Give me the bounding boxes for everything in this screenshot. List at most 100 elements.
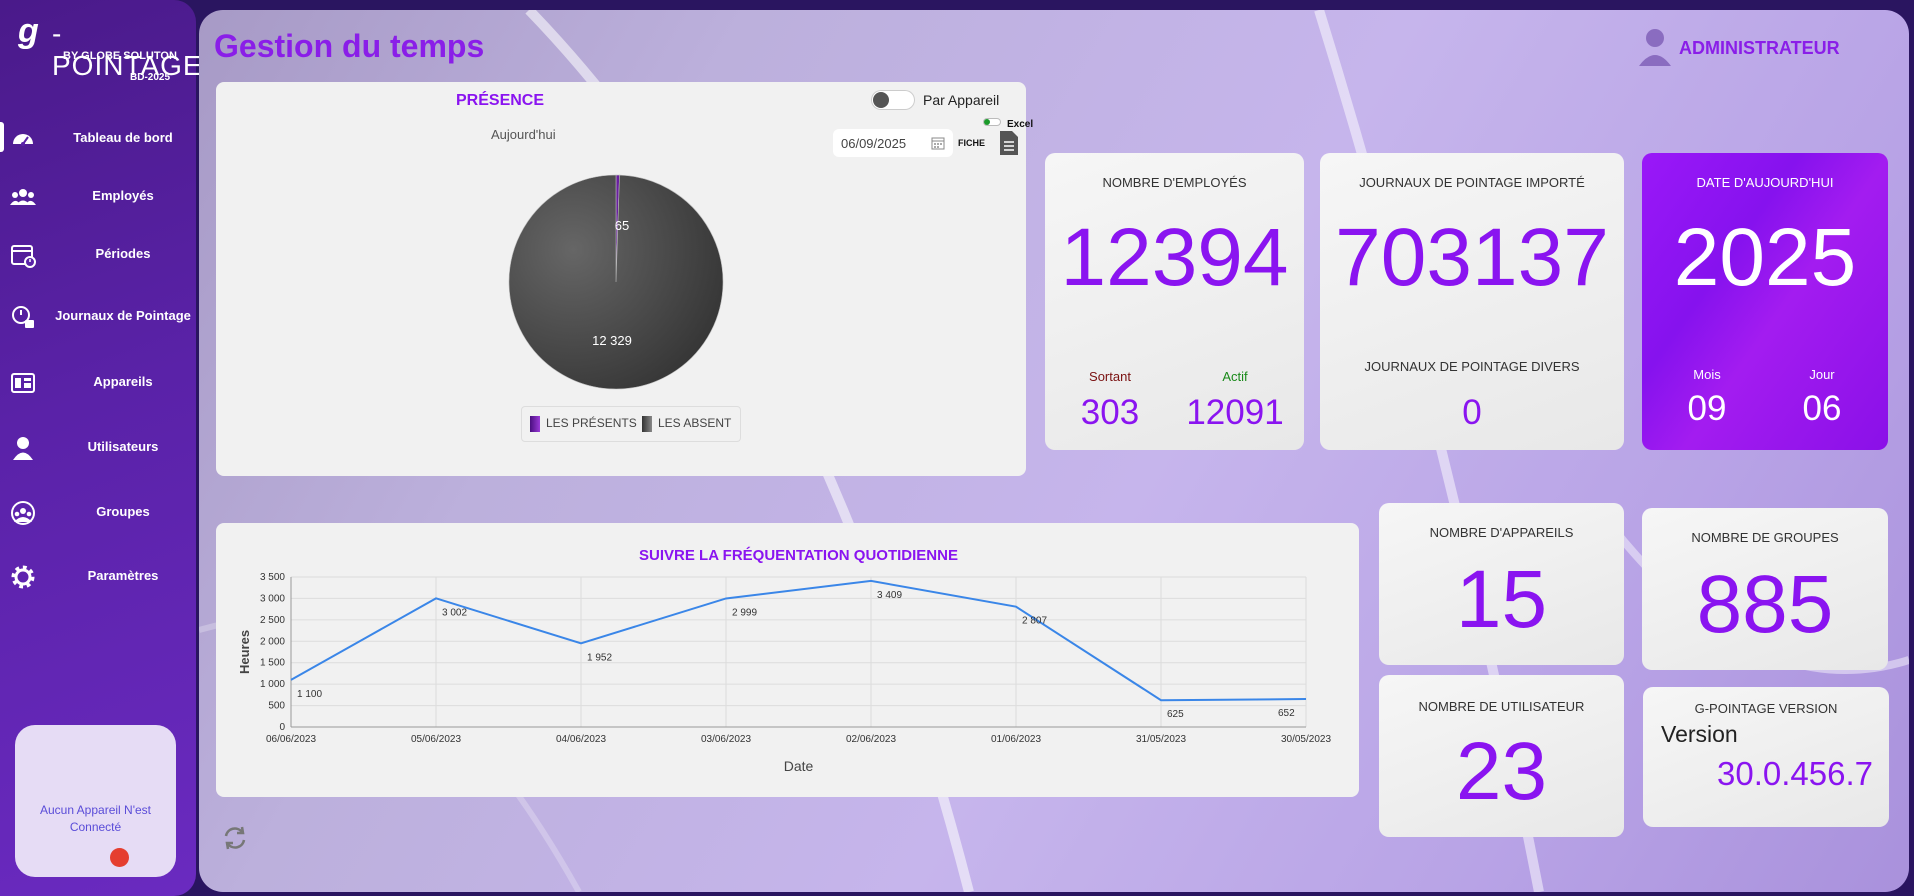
logs-divers-count: 0 — [1462, 393, 1482, 432]
y-tick-label: 0 — [279, 722, 285, 733]
y-tick-label: 500 — [268, 701, 285, 712]
x-tick-label: 01/06/2023 — [991, 734, 1041, 745]
refresh-icon[interactable] — [221, 824, 249, 852]
sidebar-item-parametres[interactable]: Paramètres — [0, 556, 196, 600]
y-tick-label: 2 000 — [260, 636, 285, 647]
legend-swatch-absent — [642, 416, 652, 432]
today-card: DATE D'AUJOURD'HUI 2025 Mois Jour 09 06 — [1642, 153, 1888, 450]
sidebar-item-label: Périodes — [95, 246, 151, 261]
user-icon — [13, 437, 33, 460]
sortant-count: 303 — [1080, 393, 1140, 432]
par-appareil-toggle[interactable] — [871, 90, 915, 110]
version-title: G-POINTAGE VERSION — [1694, 701, 1838, 716]
version-label: Version — [1661, 721, 1738, 747]
groups-count: 885 — [1696, 559, 1834, 650]
device-icon — [11, 373, 35, 393]
dashboard-icon — [13, 134, 33, 146]
par-appareil-label: Par Appareil — [923, 92, 1000, 108]
attendance-chart-panel: SUIVRE LA FRÉQUENTATION QUOTIDIENNE 0 500 1… — [216, 523, 1359, 797]
sortant-label: Sortant — [1089, 369, 1131, 384]
period-label: Aujourd'hui — [491, 127, 556, 142]
toggle-knob — [984, 119, 990, 125]
sidebar-item-label: Appareils — [93, 374, 153, 389]
sidebar-item-journaux-de-pointage[interactable]: Journaux de Pointage — [0, 296, 196, 340]
main-content: Gestion du temps ADMINISTRATEUR PRÉSENCE… — [199, 10, 1909, 892]
sidebar-item-utilisateurs[interactable]: Utilisateurs — [0, 427, 196, 471]
actif-count: 12091 — [1186, 393, 1284, 432]
sidebar-item-periodes[interactable]: Périodes — [0, 234, 196, 278]
logo: g -POINTAGE BY GLOBE SOLUTON BD-2025 — [18, 14, 202, 83]
y-tick-label: 3 000 — [260, 593, 285, 604]
employees-count: 12394 — [1060, 212, 1289, 303]
data-label: 1 952 — [587, 652, 612, 663]
calendar-icon[interactable] — [931, 136, 945, 150]
sidebar-item-employes[interactable]: Employés — [0, 176, 196, 220]
logs-title: JOURNAUX DE POINTAGE IMPORTÉ — [1359, 175, 1585, 190]
version-number: 30.0.456.7 — [1717, 755, 1873, 792]
calendar-clock-icon — [11, 245, 36, 268]
date-value: 06/09/2025 — [841, 136, 907, 151]
mois-value: 09 — [1687, 389, 1727, 428]
sidebar-item-label: Employés — [92, 188, 154, 203]
jour-label: Jour — [1809, 367, 1835, 382]
y-tick-label: 1 000 — [260, 679, 285, 690]
series-line — [290, 579, 1307, 702]
data-label: 2 807 — [1022, 616, 1047, 627]
x-tick-label: 31/05/2023 — [1136, 734, 1186, 745]
y-tick-label: 2 500 — [260, 615, 285, 626]
excel-toggle[interactable] — [983, 118, 1001, 126]
document-icon[interactable] — [998, 130, 1020, 156]
sidebar-item-label: Utilisateurs — [87, 439, 159, 454]
mois-label: Mois — [1693, 367, 1721, 382]
device-status-text: Aucun Appareil N'est Connecté — [39, 803, 152, 834]
sidebar: g -POINTAGE BY GLOBE SOLUTON BD-2025 Tab… — [0, 0, 202, 896]
data-label: 652 — [1278, 708, 1295, 719]
actif-label: Actif — [1222, 369, 1248, 384]
sidebar-item-appareils[interactable]: Appareils — [0, 362, 196, 406]
users-card: NOMBRE DE UTILISATEUR 23 — [1379, 675, 1624, 837]
x-tick-label: 06/06/2023 — [266, 734, 316, 745]
devices-title: NOMBRE D'APPAREILS — [1429, 525, 1574, 540]
status-dot-icon — [110, 848, 129, 867]
user-avatar-icon — [1639, 29, 1671, 66]
presence-panel: PRÉSENCE Par Appareil Aujourd'hui 06/09/… — [216, 82, 1033, 476]
groups-icon — [11, 501, 35, 525]
jour-value: 06 — [1802, 389, 1842, 428]
sidebar-item-groupes[interactable]: Groupes — [0, 492, 196, 536]
employees-card: NOMBRE D'EMPLOYÉS 12394 Sortant Actif 30… — [1045, 153, 1304, 450]
logs-count: 703137 — [1335, 212, 1609, 303]
x-tick-label: 30/05/2023 — [1281, 734, 1331, 745]
sidebar-item-label: Groupes — [96, 504, 150, 519]
devices-count: 15 — [1455, 554, 1548, 645]
logs-card: JOURNAUX DE POINTAGE IMPORTÉ 703137 JOUR… — [1320, 153, 1624, 450]
legend-present-label: LES PRÉSENTS — [546, 416, 637, 430]
time-log-icon — [12, 306, 34, 328]
device-status-card: Aucun Appareil N'est Connecté — [15, 725, 176, 877]
pie-label-absent: 12 329 — [592, 333, 632, 348]
gear-icon — [11, 565, 35, 589]
admin-name: ADMINISTRATEUR — [1679, 38, 1840, 58]
legend-absent-label: LES ABSENT — [658, 416, 732, 430]
today-year: 2025 — [1673, 212, 1857, 303]
x-tick-label: 03/06/2023 — [701, 734, 751, 745]
sidebar-item-tableau-de-bord[interactable]: Tableau de bord — [0, 118, 196, 162]
users-icon — [10, 189, 36, 205]
logs-divers-title: JOURNAUX DE POINTAGE DIVERS — [1364, 359, 1580, 374]
pie-label-present: 65 — [615, 218, 629, 233]
y-axis-title: Heures — [237, 630, 252, 674]
toggle-knob — [873, 92, 889, 108]
date-input[interactable]: 06/09/2025 — [833, 129, 953, 157]
sidebar-item-label: Paramètres — [87, 568, 159, 583]
pie-slice-absent — [508, 174, 724, 390]
logo-tagline: BY GLOBE SOLUTON — [63, 50, 177, 62]
attendance-line-chart: SUIVRE LA FRÉQUENTATION QUOTIDIENNE 0 500 1… — [237, 547, 1331, 774]
data-label: 3 002 — [442, 607, 467, 618]
groups-card: NOMBRE DE GROUPES 885 — [1642, 508, 1888, 670]
data-label: 1 100 — [297, 689, 322, 700]
x-tick-label: 05/06/2023 — [411, 734, 461, 745]
pie-legend: LES PRÉSENTS LES ABSENT — [521, 406, 741, 442]
employees-title: NOMBRE D'EMPLOYÉS — [1102, 175, 1247, 190]
users-title: NOMBRE DE UTILISATEUR — [1418, 699, 1585, 714]
excel-label: Excel — [1007, 119, 1034, 130]
data-label: 2 999 — [732, 607, 757, 618]
